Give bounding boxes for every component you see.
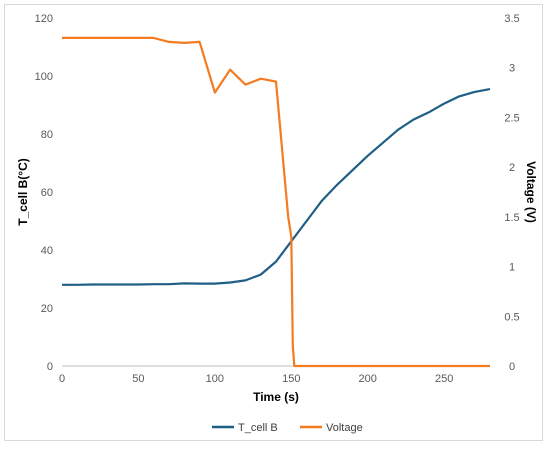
y-right-tick-label-2: 2 — [509, 162, 515, 174]
x-tick-label-250: 250 — [435, 373, 453, 385]
y-right-tick-label-0: 0 — [509, 361, 515, 373]
x-tick-label-100: 100 — [206, 373, 224, 385]
series-line-voltage — [62, 36, 490, 368]
y-left-axis-title: T_cell B(°C) — [16, 158, 30, 225]
x-tick-label-200: 200 — [359, 373, 377, 385]
x-axis-title: Time (s) — [253, 390, 299, 404]
legend-label-voltage: Voltage — [326, 422, 363, 434]
y-left-tick-label-20: 20 — [41, 303, 53, 315]
series-group — [62, 36, 491, 368]
x-tick-label-150: 150 — [282, 373, 300, 385]
y-right-tick-label-3-5: 3.5 — [504, 13, 519, 25]
y-right-tick-label-1-5: 1.5 — [504, 212, 519, 224]
legend-label-t-cell-b: T_cell B — [238, 422, 278, 434]
y-right-tick-label-0-5: 0.5 — [504, 311, 519, 323]
y-left-tick-label-120: 120 — [35, 13, 53, 25]
y-right-axis-title: Voltage (V) — [524, 161, 538, 223]
y-right-tick-label-1: 1 — [509, 262, 515, 274]
chart-frame — [4, 4, 543, 441]
y-left-tick-label-60: 60 — [41, 187, 53, 199]
y-right-tick-label-2-5: 2.5 — [504, 112, 519, 124]
x-tick-label-0: 0 — [59, 373, 65, 385]
y-left-tick-label-40: 40 — [41, 245, 53, 257]
x-tick-label-50: 50 — [132, 373, 144, 385]
legend: T_cell B Voltage — [212, 422, 363, 434]
series-line-t-cell-b — [62, 88, 491, 286]
y-left-tick-label-80: 80 — [41, 129, 53, 141]
y-right-ticks: 0 0.5 1 1.5 2 2.5 3 3.5 — [504, 13, 519, 373]
x-ticks: 0 50 100 150 200 250 — [59, 373, 453, 385]
y-right-tick-label-3: 3 — [509, 63, 515, 75]
y-left-tick-label-100: 100 — [35, 71, 53, 83]
y-left-ticks: 0 20 40 60 80 100 120 — [35, 13, 53, 373]
y-left-tick-label-0: 0 — [47, 361, 53, 373]
